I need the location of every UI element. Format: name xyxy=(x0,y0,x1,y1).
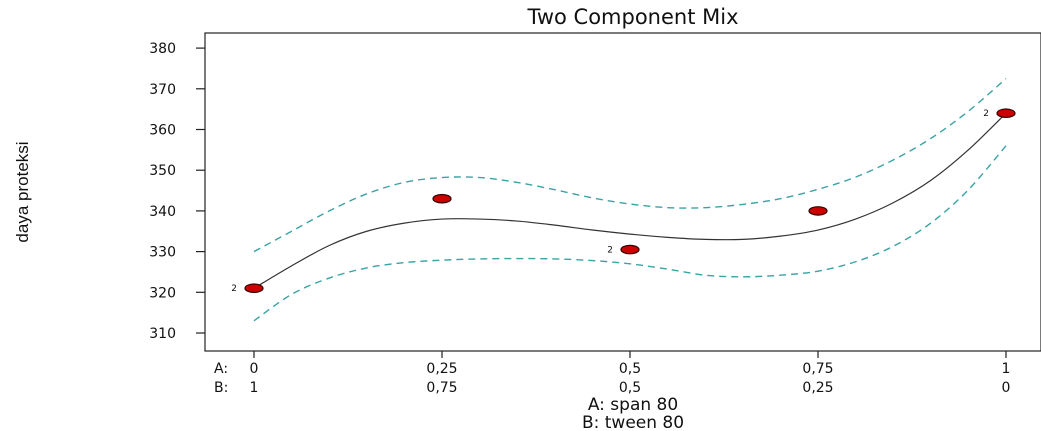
y-tick-label: 340 xyxy=(149,204,176,220)
x-tick-label-a: 1 xyxy=(1002,361,1011,377)
x-axis: A: B: 0 1 0,25 0,75 0,5 0,5 0,75 0,25 1 0 xyxy=(214,351,1010,396)
replicate-count-label: 2 xyxy=(983,109,989,119)
points-layer: 2 2 2 xyxy=(231,108,1016,294)
design-point xyxy=(432,193,452,204)
y-tick-label: 330 xyxy=(149,245,176,261)
y-tick-label: 380 xyxy=(149,41,176,57)
fitted-curve xyxy=(253,112,1007,289)
plot-frame xyxy=(204,32,1041,352)
x-tick-label-b: 1 xyxy=(250,380,259,396)
y-axis-label: daya proteksi xyxy=(13,141,32,242)
x-axis-label-a: A: span 80 xyxy=(588,395,678,415)
component-a-row-label: A: xyxy=(214,361,228,377)
x-tick-label-a: 0,5 xyxy=(619,361,641,377)
series-layer xyxy=(253,78,1007,322)
component-b-row-label: B: xyxy=(214,380,228,396)
x-tick-label-a: 0,75 xyxy=(802,361,833,377)
y-tick-label: 370 xyxy=(149,82,176,98)
chart-title: Two Component Mix xyxy=(526,5,738,29)
confidence-band-lower-band xyxy=(253,145,1007,322)
y-tick-label: 320 xyxy=(149,285,176,301)
design-point xyxy=(808,206,828,216)
design-point xyxy=(996,108,1016,119)
design-point xyxy=(244,283,264,294)
replicate-count-label: 2 xyxy=(231,284,237,294)
x-tick-label-b: 0 xyxy=(1002,380,1011,396)
y-axis: 310 320 330 340 350 360 370 380 xyxy=(149,41,205,342)
x-axis-label-b: B: tween 80 xyxy=(582,413,684,431)
y-tick-label: 310 xyxy=(149,326,176,342)
y-tick-label: 360 xyxy=(149,123,176,139)
x-tick-label-b: 0,5 xyxy=(619,380,641,396)
x-tick-label-a: 0 xyxy=(250,361,259,377)
x-tick-label-a: 0,25 xyxy=(426,361,457,377)
x-tick-label-b: 0,25 xyxy=(802,380,833,396)
replicate-count-label: 2 xyxy=(607,246,613,256)
design-point xyxy=(620,244,640,255)
y-tick-label: 350 xyxy=(149,163,176,179)
x-tick-label-b: 0,75 xyxy=(426,380,457,396)
confidence-band-upper-band xyxy=(253,78,1007,253)
